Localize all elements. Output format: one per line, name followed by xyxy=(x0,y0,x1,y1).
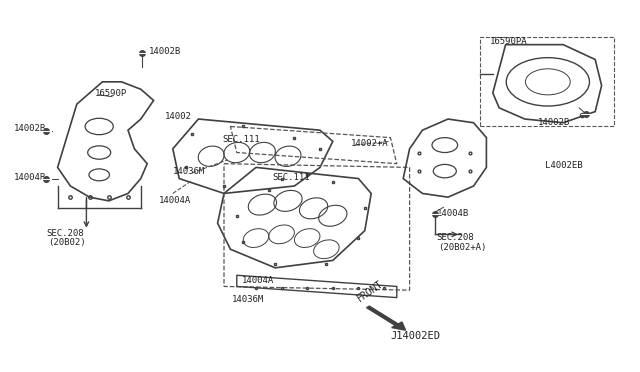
Text: 14004B: 14004B xyxy=(14,173,46,182)
Text: 14036M: 14036M xyxy=(232,295,264,304)
FancyArrow shape xyxy=(367,306,406,330)
Text: (20B02+A): (20B02+A) xyxy=(438,243,487,252)
Text: 14002: 14002 xyxy=(165,112,192,121)
Text: SEC.111: SEC.111 xyxy=(223,135,260,144)
Text: 14002+A: 14002+A xyxy=(351,139,388,148)
Text: 14004A: 14004A xyxy=(159,196,191,205)
Text: 14004A: 14004A xyxy=(242,276,274,285)
Text: 14002B: 14002B xyxy=(538,118,570,126)
Text: 14004B: 14004B xyxy=(436,209,468,218)
Text: 14002B: 14002B xyxy=(14,124,46,133)
Text: L4002EB: L4002EB xyxy=(545,161,583,170)
Text: 16590PA: 16590PA xyxy=(490,37,527,46)
Text: SEC.208: SEC.208 xyxy=(436,233,474,242)
Text: (20B02): (20B02) xyxy=(48,238,86,247)
Text: 16590P: 16590P xyxy=(95,89,127,98)
Text: FRONT: FRONT xyxy=(355,278,385,303)
Text: 14036M: 14036M xyxy=(173,167,205,176)
Text: SEC.208: SEC.208 xyxy=(46,229,84,238)
Text: SEC.111: SEC.111 xyxy=(272,173,310,182)
Text: J14002ED: J14002ED xyxy=(390,330,440,340)
Text: 14002B: 14002B xyxy=(148,47,180,56)
